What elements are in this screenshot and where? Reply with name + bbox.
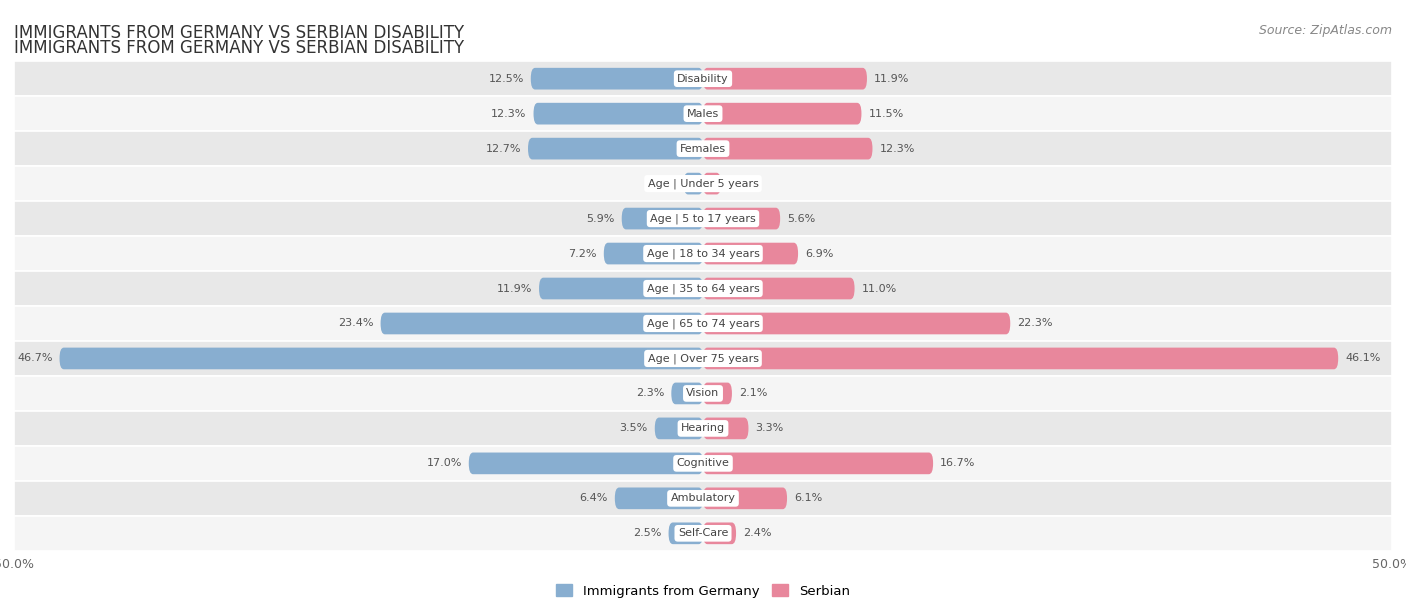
FancyBboxPatch shape <box>703 173 721 195</box>
Text: 6.4%: 6.4% <box>579 493 607 503</box>
Text: Vision: Vision <box>686 389 720 398</box>
FancyBboxPatch shape <box>703 138 873 160</box>
FancyBboxPatch shape <box>703 348 1339 369</box>
Text: 2.3%: 2.3% <box>636 389 665 398</box>
Text: Age | 35 to 64 years: Age | 35 to 64 years <box>647 283 759 294</box>
Text: Disability: Disability <box>678 73 728 84</box>
FancyBboxPatch shape <box>703 452 934 474</box>
Text: 12.7%: 12.7% <box>485 144 522 154</box>
FancyBboxPatch shape <box>14 306 1392 341</box>
Text: 2.1%: 2.1% <box>738 389 768 398</box>
FancyBboxPatch shape <box>703 207 780 230</box>
Text: 11.9%: 11.9% <box>496 283 531 294</box>
Text: Age | Over 75 years: Age | Over 75 years <box>648 353 758 364</box>
FancyBboxPatch shape <box>14 516 1392 551</box>
Text: 16.7%: 16.7% <box>941 458 976 468</box>
Text: 17.0%: 17.0% <box>426 458 461 468</box>
FancyBboxPatch shape <box>703 417 748 439</box>
FancyBboxPatch shape <box>381 313 703 334</box>
FancyBboxPatch shape <box>468 452 703 474</box>
FancyBboxPatch shape <box>14 61 1392 96</box>
FancyBboxPatch shape <box>14 376 1392 411</box>
FancyBboxPatch shape <box>621 207 703 230</box>
FancyBboxPatch shape <box>655 417 703 439</box>
FancyBboxPatch shape <box>14 446 1392 481</box>
Text: 22.3%: 22.3% <box>1017 318 1053 329</box>
Legend: Immigrants from Germany, Serbian: Immigrants from Germany, Serbian <box>551 579 855 603</box>
FancyBboxPatch shape <box>531 68 703 89</box>
Text: 2.4%: 2.4% <box>742 528 772 539</box>
FancyBboxPatch shape <box>14 96 1392 131</box>
FancyBboxPatch shape <box>703 382 733 405</box>
FancyBboxPatch shape <box>703 278 855 299</box>
Text: 1.4%: 1.4% <box>648 179 676 188</box>
Text: Males: Males <box>688 109 718 119</box>
FancyBboxPatch shape <box>14 236 1392 271</box>
FancyBboxPatch shape <box>14 166 1392 201</box>
FancyBboxPatch shape <box>703 68 868 89</box>
Text: 23.4%: 23.4% <box>339 318 374 329</box>
FancyBboxPatch shape <box>529 138 703 160</box>
Text: 6.9%: 6.9% <box>806 248 834 258</box>
Text: Hearing: Hearing <box>681 424 725 433</box>
FancyBboxPatch shape <box>703 488 787 509</box>
Text: Females: Females <box>681 144 725 154</box>
Text: 11.5%: 11.5% <box>869 109 904 119</box>
Text: 2.5%: 2.5% <box>633 528 662 539</box>
FancyBboxPatch shape <box>703 243 799 264</box>
FancyBboxPatch shape <box>669 523 703 544</box>
Text: Age | 18 to 34 years: Age | 18 to 34 years <box>647 248 759 259</box>
FancyBboxPatch shape <box>14 411 1392 446</box>
Text: 3.5%: 3.5% <box>620 424 648 433</box>
FancyBboxPatch shape <box>14 271 1392 306</box>
FancyBboxPatch shape <box>533 103 703 124</box>
FancyBboxPatch shape <box>14 201 1392 236</box>
Text: 12.3%: 12.3% <box>879 144 915 154</box>
Text: 3.3%: 3.3% <box>755 424 783 433</box>
Text: Cognitive: Cognitive <box>676 458 730 468</box>
Text: Ambulatory: Ambulatory <box>671 493 735 503</box>
FancyBboxPatch shape <box>59 348 703 369</box>
FancyBboxPatch shape <box>683 173 703 195</box>
Text: Age | Under 5 years: Age | Under 5 years <box>648 178 758 189</box>
Text: Age | 5 to 17 years: Age | 5 to 17 years <box>650 214 756 224</box>
Text: IMMIGRANTS FROM GERMANY VS SERBIAN DISABILITY: IMMIGRANTS FROM GERMANY VS SERBIAN DISAB… <box>14 39 464 57</box>
Text: 7.2%: 7.2% <box>568 248 598 258</box>
Text: 6.1%: 6.1% <box>794 493 823 503</box>
Text: 5.6%: 5.6% <box>787 214 815 223</box>
FancyBboxPatch shape <box>603 243 703 264</box>
FancyBboxPatch shape <box>614 488 703 509</box>
Text: 1.3%: 1.3% <box>728 179 756 188</box>
Text: 46.1%: 46.1% <box>1346 354 1381 364</box>
Text: 46.7%: 46.7% <box>17 354 52 364</box>
FancyBboxPatch shape <box>703 103 862 124</box>
Text: 11.9%: 11.9% <box>875 73 910 84</box>
Text: Self-Care: Self-Care <box>678 528 728 539</box>
FancyBboxPatch shape <box>14 341 1392 376</box>
FancyBboxPatch shape <box>671 382 703 405</box>
FancyBboxPatch shape <box>14 131 1392 166</box>
Text: 11.0%: 11.0% <box>862 283 897 294</box>
Text: 12.5%: 12.5% <box>488 73 524 84</box>
Text: IMMIGRANTS FROM GERMANY VS SERBIAN DISABILITY: IMMIGRANTS FROM GERMANY VS SERBIAN DISAB… <box>14 24 464 42</box>
Text: Source: ZipAtlas.com: Source: ZipAtlas.com <box>1258 24 1392 37</box>
Text: 5.9%: 5.9% <box>586 214 614 223</box>
FancyBboxPatch shape <box>14 481 1392 516</box>
FancyBboxPatch shape <box>538 278 703 299</box>
Text: 12.3%: 12.3% <box>491 109 527 119</box>
FancyBboxPatch shape <box>703 523 737 544</box>
Text: Age | 65 to 74 years: Age | 65 to 74 years <box>647 318 759 329</box>
FancyBboxPatch shape <box>703 313 1011 334</box>
